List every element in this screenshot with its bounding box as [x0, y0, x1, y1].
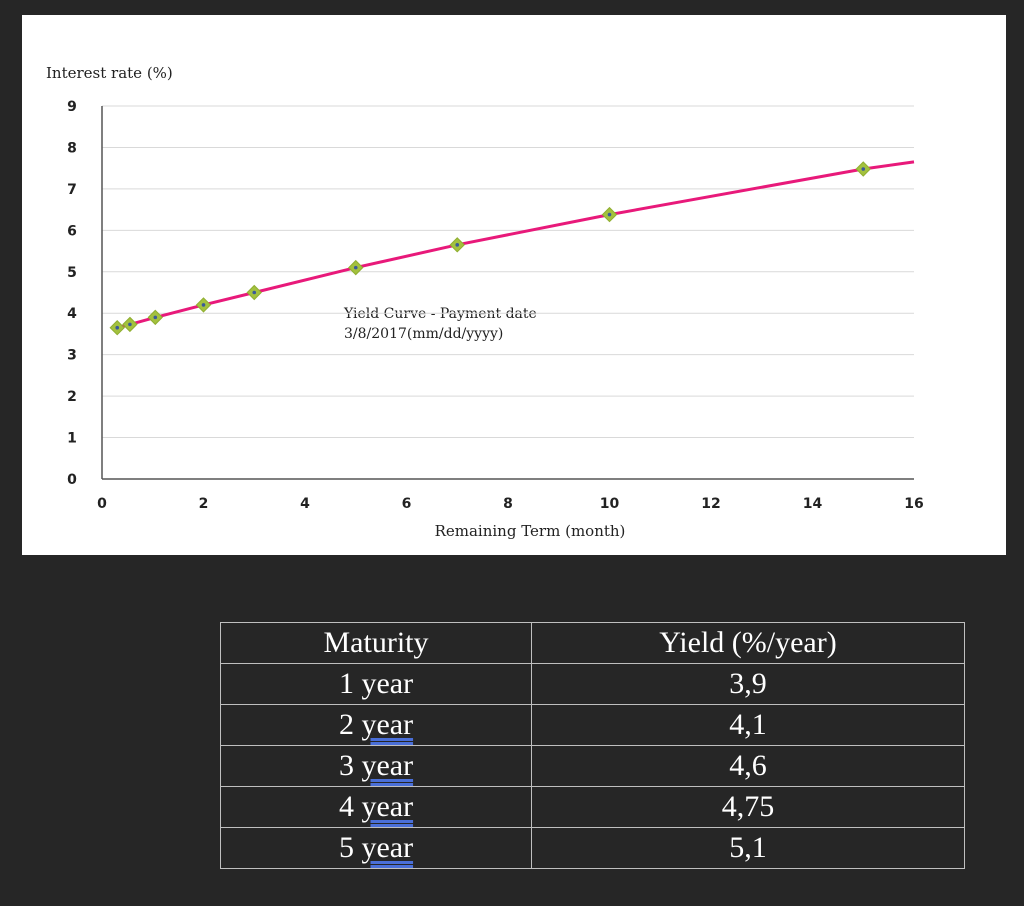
y-tick-label: 7: [67, 182, 77, 198]
x-tick-label: 10: [600, 496, 620, 512]
y-tick-label: 8: [67, 140, 77, 156]
maturity-number: 3: [338, 749, 354, 782]
data-point-center: [115, 325, 120, 330]
y-tick-label: 9: [67, 99, 77, 115]
x-tick-label: 14: [803, 496, 823, 512]
maturity-number: 2: [338, 708, 354, 741]
y-tick-label: 0: [67, 472, 77, 488]
yield-cell: 4,6: [531, 745, 965, 787]
data-point-center: [861, 167, 866, 171]
y-tick-label: 1: [67, 431, 77, 447]
maturity-cell: 3 year: [220, 745, 532, 787]
maturity-number: 5: [338, 831, 354, 864]
x-tick-label: 4: [300, 496, 310, 512]
yield-curve-line: [116, 160, 915, 330]
maturity-cell: 5 year: [220, 827, 532, 869]
data-point-center: [128, 322, 132, 327]
table-header-row: Maturity Yield (%/year): [220, 622, 965, 664]
data-point-center: [153, 315, 158, 320]
yield-cell: 3,9: [531, 663, 965, 705]
maturity-number: 4: [338, 790, 354, 823]
y-tick-label: 5: [67, 265, 77, 281]
table-row: 4 year 4,75: [220, 786, 965, 828]
y-tick-label: 6: [67, 223, 77, 239]
series-line: [116, 160, 915, 330]
data-point-center: [353, 265, 358, 270]
y-tick-label: 4: [67, 306, 77, 322]
yield-table: Maturity Yield (%/year) 1 year 3,9 2 year 4…: [220, 622, 965, 869]
maturity-cell: 2 year: [220, 704, 532, 746]
table-row: 3 year 4,6: [220, 745, 965, 787]
x-tick-label: 8: [503, 496, 513, 512]
annotation-line-1: Yield Curve - Payment date: [343, 306, 537, 322]
table-row: 5 year 5,1: [220, 827, 965, 869]
maturity-cell: 1 year: [220, 663, 532, 705]
x-tick-label: 12: [701, 496, 720, 512]
yield-cell: 4,75: [531, 786, 965, 828]
axes: [101, 106, 914, 480]
y-tick-label: 3: [67, 348, 77, 364]
annotation-line-2: 3/8/2017(mm/dd/yyyy): [344, 326, 503, 342]
table-row: 2 year 4,1: [220, 704, 965, 746]
x-tick-label: 6: [402, 496, 412, 512]
y-tick-label: 2: [67, 389, 77, 405]
x-tick-label: 0: [97, 496, 107, 512]
x-tick-label: 2: [199, 496, 209, 512]
maturity-unit: year: [361, 708, 414, 741]
x-axis-title: Remaining Term (month): [435, 522, 626, 540]
maturity-number: 1: [338, 667, 354, 700]
table-row: 1 year 3,9: [220, 663, 965, 705]
data-point-center: [252, 290, 257, 295]
yield-curve-chart: Interest rate (%) Remaining Term (month)…: [46, 64, 924, 540]
maturity-unit: year: [361, 790, 414, 823]
data-point-center: [455, 243, 460, 247]
yield-cell: 5,1: [531, 827, 965, 869]
x-tick-label: 16: [904, 496, 923, 512]
chart-panel: Interest rate (%) Remaining Term (month)…: [22, 15, 1006, 555]
data-point-center: [201, 303, 206, 307]
header-yield: Yield (%/year): [531, 622, 965, 664]
yield-cell: 4,1: [531, 704, 965, 746]
maturity-cell: 4 year: [220, 786, 532, 828]
header-maturity: Maturity: [220, 622, 532, 664]
maturity-unit: year: [361, 831, 414, 864]
y-axis-title: Interest rate (%): [46, 64, 173, 82]
data-markers: [109, 161, 871, 336]
maturity-unit: year: [361, 667, 414, 700]
data-point-center: [607, 212, 612, 217]
maturity-unit: year: [361, 749, 414, 782]
grid-lines: [102, 105, 914, 439]
